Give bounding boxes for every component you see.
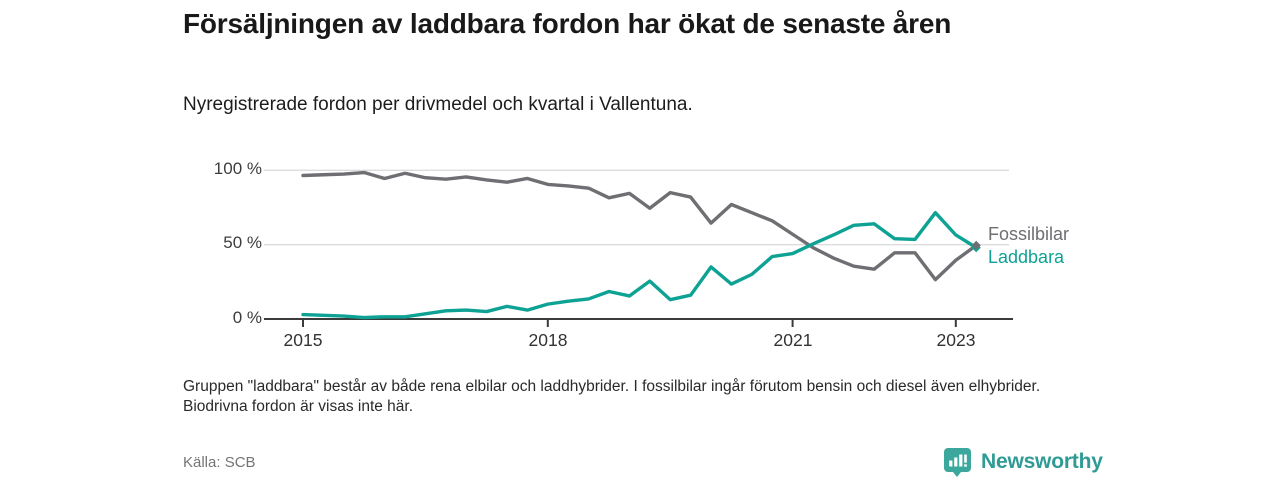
x-axis-label-2018: 2018 — [528, 330, 568, 350]
series-label-laddbara: Laddbara — [988, 247, 1065, 267]
y-axis-label-0: 0 % — [232, 308, 262, 327]
y-axis-label-50: 50 % — [223, 233, 262, 252]
y-axis-label-100: 100 % — [213, 159, 262, 178]
bar-chart-speech-bubble-icon — [943, 447, 972, 478]
series-label-fossilbilar: Fossilbilar — [988, 224, 1070, 244]
footnote: Gruppen "laddbara" består av både rena e… — [183, 378, 1041, 416]
newsworthy-logo: Newsworthy — [943, 446, 1103, 478]
x-axis-label-2021: 2021 — [773, 330, 813, 350]
x-axis-label-2023: 2023 — [936, 330, 976, 350]
x-axis-label-2015: 2015 — [283, 330, 323, 350]
chart-subtitle: Nyregistrerade fordon per drivmedel och … — [183, 94, 693, 115]
page-title: Försäljningen av laddbara fordon har öka… — [183, 8, 952, 39]
source-label: Källa: SCB — [183, 454, 256, 471]
newsworthy-wordmark: Newsworthy — [981, 450, 1103, 473]
